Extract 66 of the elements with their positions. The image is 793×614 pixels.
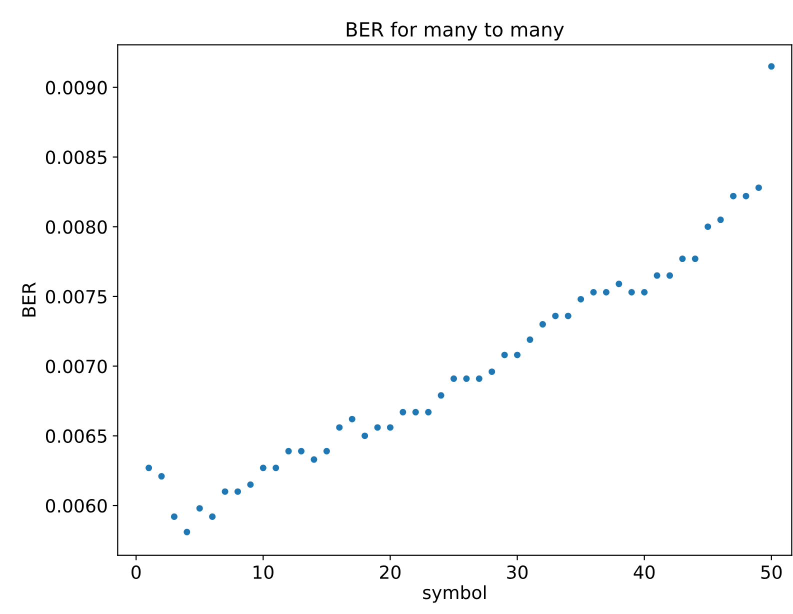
point: [146, 464, 152, 472]
point: [564, 312, 572, 320]
point: [158, 473, 165, 480]
point: [514, 352, 521, 358]
x-tick-label: 40: [634, 565, 655, 579]
chart-title: BER for many to many: [346, 22, 564, 41]
point: [476, 375, 482, 382]
point: [717, 216, 724, 224]
point: [666, 272, 674, 279]
point: [679, 256, 686, 262]
point: [628, 289, 635, 296]
point: [692, 256, 698, 262]
point: [578, 296, 584, 302]
x-tick-label: 50: [761, 565, 782, 579]
point: [170, 513, 178, 520]
point: [272, 464, 280, 472]
point: [438, 392, 444, 399]
point: [501, 352, 508, 358]
point: [539, 321, 546, 328]
point: [450, 375, 458, 382]
point: [386, 424, 394, 431]
y-tick-label: 0.0065: [46, 429, 106, 443]
point: [336, 424, 343, 431]
x-tick-label: 20: [380, 565, 401, 579]
point: [196, 505, 203, 512]
point: [222, 488, 228, 495]
point: [552, 312, 559, 320]
point: [184, 528, 190, 536]
point: [285, 448, 292, 454]
point: [730, 192, 737, 200]
y-tick-label: 0.0070: [46, 360, 107, 374]
point: [348, 416, 356, 422]
y-tick-label: 0.0060: [46, 498, 107, 513]
point: [463, 375, 470, 382]
point: [362, 432, 368, 440]
y-tick-label: 0.0090: [46, 80, 107, 94]
point: [526, 336, 534, 343]
point: [602, 289, 610, 296]
point: [412, 408, 419, 416]
point: [400, 408, 406, 416]
point: [234, 488, 242, 495]
point: [323, 448, 330, 454]
y-tick-label: 0.0085: [46, 150, 106, 164]
point: [616, 280, 622, 288]
point: [425, 408, 432, 416]
point: [755, 184, 762, 191]
point: [768, 63, 775, 70]
point: [310, 456, 318, 463]
point: [260, 464, 266, 472]
point: [590, 289, 597, 296]
point: [742, 192, 750, 200]
x-tick-label: 0: [132, 565, 141, 579]
y-axis-title: BER: [22, 282, 36, 316]
point: [641, 289, 648, 296]
point: [209, 513, 216, 520]
y-tick-label: 0.0075: [46, 290, 106, 304]
point: [488, 368, 496, 375]
x-tick-label: 30: [507, 565, 528, 579]
point: [704, 223, 712, 230]
point: [374, 424, 381, 431]
point: [247, 481, 254, 488]
x-axis-title: symbol: [423, 585, 486, 603]
point: [298, 448, 305, 454]
point: [654, 272, 660, 279]
y-tick-label: 0.0080: [46, 220, 107, 234]
x-tick-label: 10: [254, 565, 274, 579]
